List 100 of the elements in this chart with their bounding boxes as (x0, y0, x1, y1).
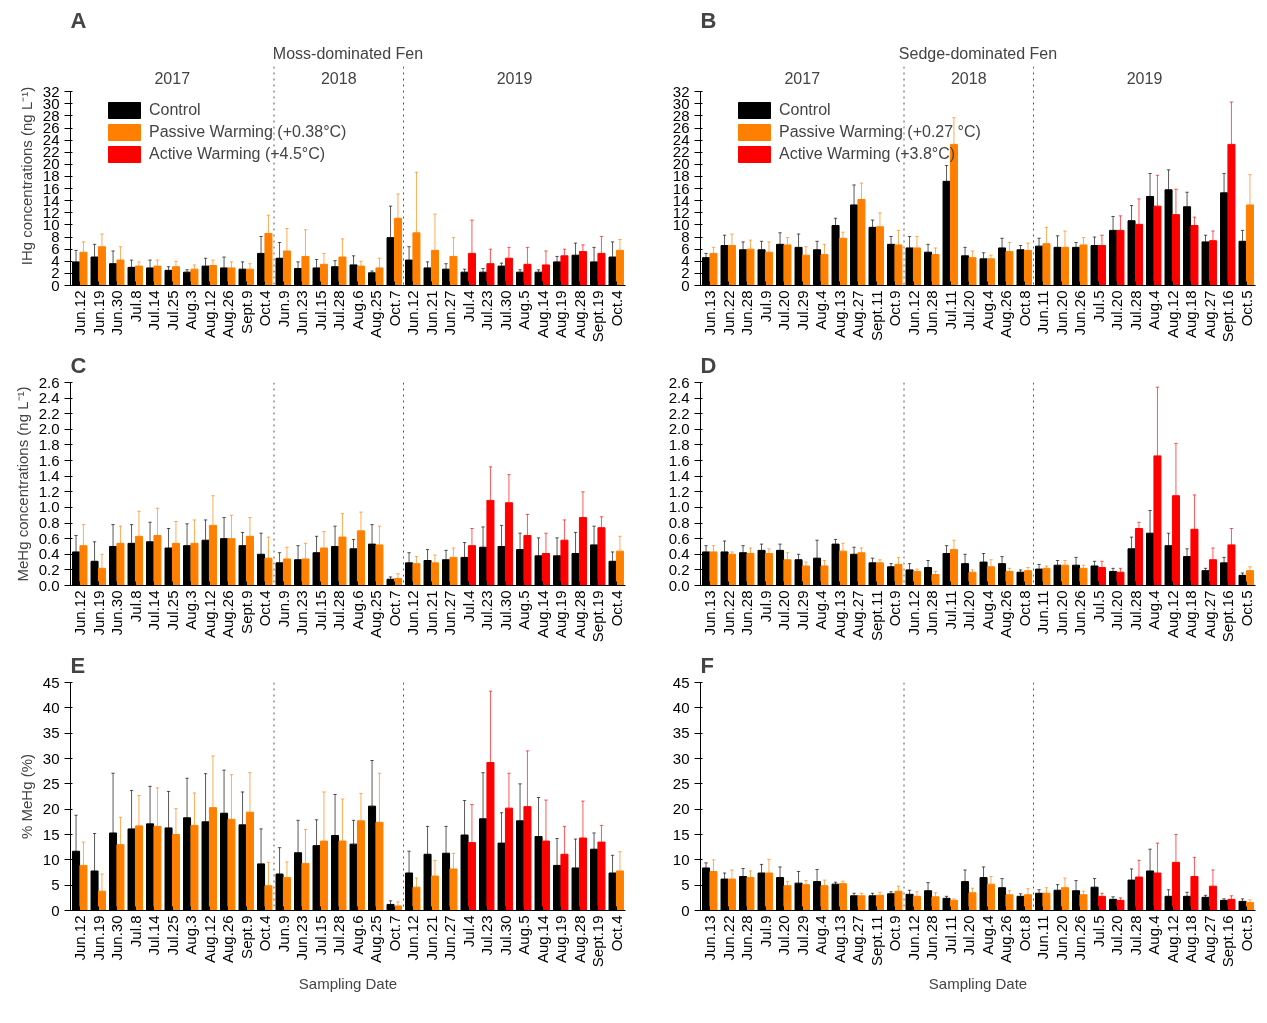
y-tick-label: 5 (51, 876, 60, 894)
x-tick-label: Oct.9 (886, 590, 904, 627)
x-tick-label: Oct.8 (1015, 590, 1033, 627)
bar (375, 544, 384, 586)
bar (97, 890, 106, 911)
x-tick-label: Jul.29 (793, 915, 811, 956)
x-tick-label: Jul.4 (459, 915, 477, 948)
x-tick-label: Jul.28 (1126, 915, 1144, 956)
x-tick-label: Jul.20 (960, 915, 978, 956)
x-tick-label: Jun.20 (1052, 915, 1070, 961)
bar (1023, 249, 1032, 286)
bar (949, 899, 958, 911)
x-tick-label: Aug.26 (997, 290, 1015, 339)
bar (912, 570, 921, 586)
bar (190, 542, 199, 586)
x-tick-label: Aug.28 (570, 290, 588, 339)
y-tick-label: 5 (681, 876, 690, 894)
x-tick-label: Jun.28 (923, 915, 941, 961)
bar (486, 762, 495, 911)
x-tick-label: Jun.12 (904, 590, 922, 636)
x-tick-label: Sept.16 (1219, 590, 1237, 643)
x-tick-label: Jul.28 (330, 915, 348, 956)
bar (338, 536, 347, 586)
x-tick-label: Aug.25 (367, 915, 385, 964)
bar (1060, 887, 1069, 911)
x-tick-label: Oct.5 (1237, 590, 1255, 627)
bar (486, 263, 495, 286)
x-tick-label: Jun.11 (1034, 290, 1052, 335)
bar (1023, 570, 1032, 586)
y-tick-label: 0.6 (38, 529, 60, 547)
x-tick-label: Sept.16 (1219, 915, 1237, 968)
bar (1023, 894, 1032, 911)
x-tick-label: Aug.12 (200, 590, 218, 639)
x-tick-label: Aug.3 (182, 915, 200, 955)
bar (1097, 895, 1106, 911)
bar (578, 517, 587, 586)
x-tick-label: Jun.26 (1071, 915, 1089, 961)
y-tick-label: 1.4 (668, 467, 690, 485)
bar (523, 806, 532, 911)
x-axis-title: Sampling Date (928, 975, 1028, 993)
x-tick-label: Sept.19 (589, 590, 607, 643)
bar (171, 266, 180, 286)
y-tick-label: 0.0 (668, 576, 690, 594)
text: 2017 (784, 69, 821, 87)
bar (171, 834, 180, 911)
x-tick-label: Aug.27 (849, 915, 867, 964)
y-tick-label: 2.2 (668, 404, 690, 422)
x-tick-label: Aug.18 (1182, 590, 1200, 639)
y-axis-title: MeHg concentrations (ng L⁻¹) (13, 386, 31, 582)
legend-label: Passive Warming (+0.38°C) (149, 123, 347, 141)
text: 2017 (154, 69, 191, 87)
y-tick-label: 0.2 (668, 560, 690, 578)
x-tick-label: Jul.30 (496, 290, 514, 331)
x-tick-label: Jul.25 (163, 290, 181, 331)
x-tick-label: Jul.20 (775, 290, 793, 331)
bar (319, 840, 328, 911)
bar (282, 558, 291, 586)
bar (1171, 861, 1180, 911)
bar (208, 265, 217, 286)
y-tick-label: 1.4 (38, 467, 60, 485)
x-tick-label: Aug.13 (830, 290, 848, 339)
bar (264, 885, 273, 911)
bar (894, 244, 903, 286)
y-tick-label: 30 (42, 749, 60, 767)
x-tick-label: Jul.25 (163, 590, 181, 631)
x-tick-label: Jun.12 (404, 915, 422, 961)
x-tick-label: Aug.12 (1163, 915, 1181, 964)
bar (1171, 214, 1180, 286)
bar (393, 905, 402, 911)
bar (523, 535, 532, 586)
y-tick-label: 1.0 (38, 498, 60, 516)
text: 2018 (950, 69, 987, 87)
x-tick-label: Sept.16 (1219, 290, 1237, 343)
bar (597, 527, 606, 586)
y-tick-label: 1.2 (668, 482, 690, 500)
x-tick-label: Aug.3 (182, 290, 200, 330)
x-tick-label: Jun.22 (719, 915, 737, 961)
bar (875, 226, 884, 286)
x-tick-label: Aug.4 (812, 915, 830, 955)
bar (820, 885, 829, 911)
y-tick-label: 20 (672, 800, 690, 818)
legend-label: Passive Warming (+0.27 °C) (779, 123, 981, 141)
x-tick-label: Jun.12 (904, 915, 922, 961)
bar (412, 232, 421, 286)
x-tick-label: Jun.11 (1034, 590, 1052, 635)
x-tick-label: Jul.8 (126, 590, 144, 623)
bar (820, 565, 829, 586)
bar (764, 872, 773, 911)
y-tick-label: 2.4 (38, 389, 60, 407)
bar (467, 545, 476, 586)
text: 2019 (1126, 69, 1163, 87)
y-tick-label: 25 (42, 774, 60, 792)
x-tick-label: Aug.27 (1200, 915, 1218, 964)
bar (1227, 898, 1236, 911)
bar (1060, 564, 1069, 586)
x-tick-label: Aug.28 (570, 915, 588, 964)
x-tick-label: Aug.18 (1182, 290, 1200, 339)
bar (375, 267, 384, 286)
x-tick-label: Aug.4 (978, 590, 996, 630)
chart-title: B (700, 7, 717, 33)
